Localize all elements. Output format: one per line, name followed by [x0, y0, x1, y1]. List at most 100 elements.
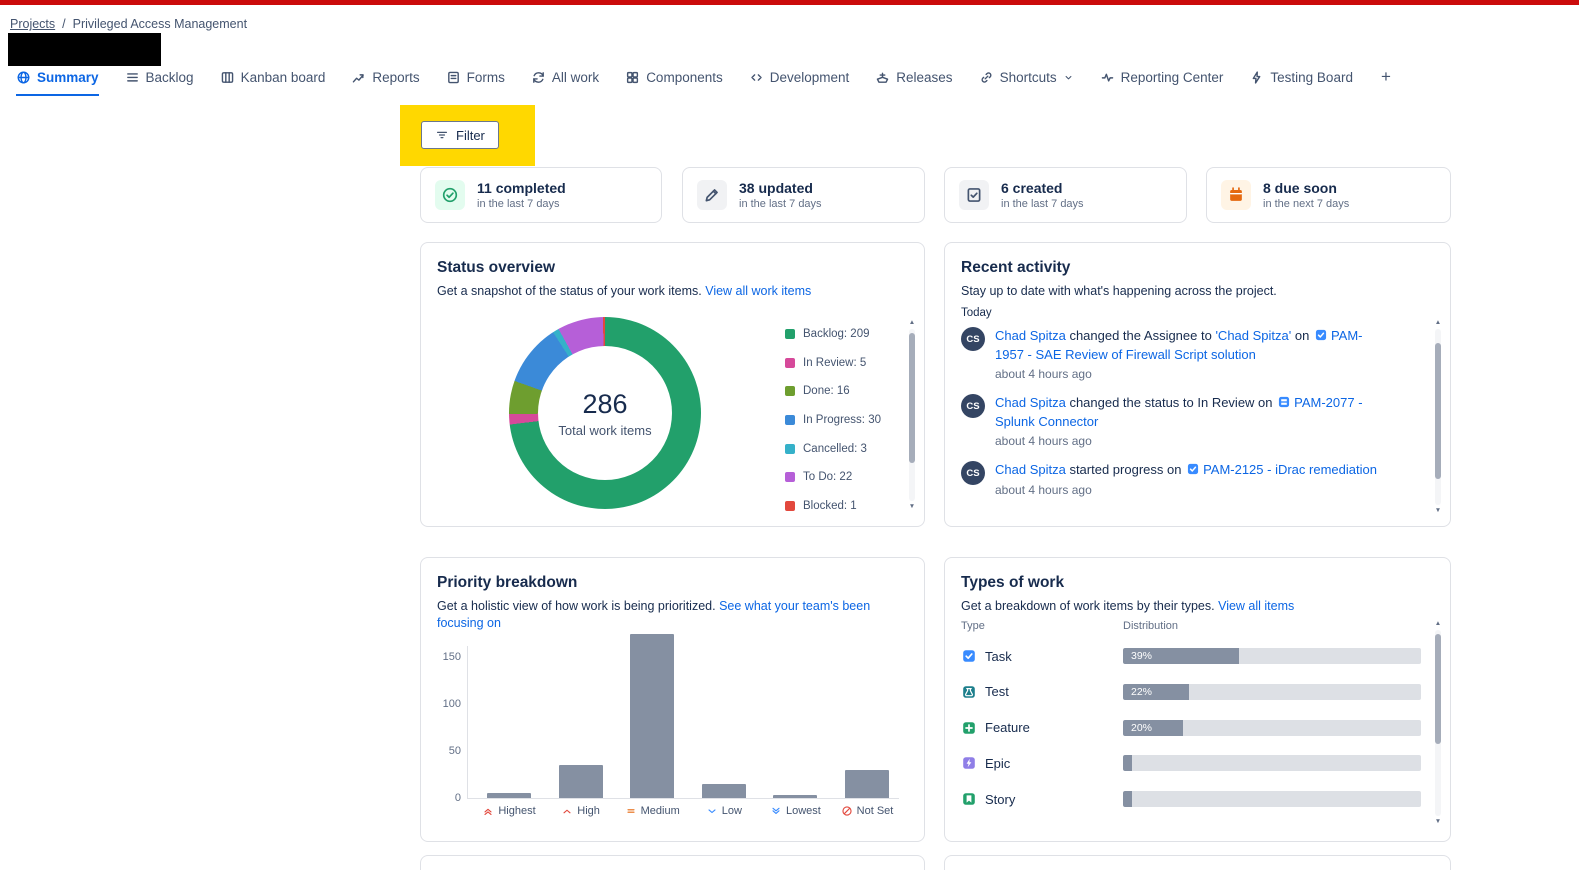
activity-link[interactable]: Chad Spitza	[995, 395, 1066, 410]
priority-breakdown-title: Priority breakdown	[437, 574, 578, 591]
recent-activity-subtitle: Stay up to date with what's happening ac…	[961, 284, 1277, 298]
activity-link[interactable]: PAM-2125 - iDrac remediation	[1203, 462, 1377, 477]
reports-icon	[351, 70, 366, 85]
feature-type-icon	[961, 720, 977, 736]
stat-card-8-due-soon[interactable]: 8 due soon in the next 7 days	[1206, 167, 1451, 223]
backlog-icon	[125, 70, 140, 85]
tab-reports[interactable]: Reports	[351, 66, 420, 96]
task-type-icon	[961, 648, 977, 664]
distribution-bar[interactable]: 22%	[1123, 683, 1421, 700]
partial-card-right	[944, 855, 1451, 870]
activity-timestamp: about 4 hours ago	[995, 482, 1092, 497]
epic-type-icon	[961, 755, 977, 771]
scroll-up-arrow[interactable]: ▲	[1434, 319, 1442, 326]
types-scrollbar[interactable]: ▲ ▼	[1432, 620, 1444, 826]
tab-reporting-center[interactable]: Reporting Center	[1100, 66, 1223, 96]
status-donut-chart[interactable]: 286 Total work items	[509, 317, 701, 509]
top-red-bar	[0, 0, 1579, 5]
code-icon	[749, 70, 764, 85]
avatar[interactable]: CS	[961, 461, 985, 485]
scrollbar-thumb[interactable]	[1435, 634, 1441, 744]
bar-high[interactable]	[558, 765, 603, 798]
distribution-bar[interactable]	[1123, 755, 1421, 772]
tab-shortcuts[interactable]: Shortcuts	[979, 66, 1074, 96]
distribution-percent: 22%	[1131, 685, 1153, 698]
activity-link[interactable]: 'Chad Spitza'	[1215, 328, 1292, 343]
type-label: Epic	[985, 755, 1011, 771]
tab-components[interactable]: Components	[625, 66, 723, 96]
team-focus-link[interactable]: See what your team's been focusing on	[437, 599, 871, 630]
stat-card-11-completed[interactable]: 11 completed in the last 7 days	[420, 167, 662, 223]
avatar[interactable]: CS	[961, 327, 985, 351]
scroll-down-arrow[interactable]: ▼	[1434, 507, 1442, 514]
task-icon	[1186, 462, 1200, 476]
legend-label: Done: 16	[803, 385, 850, 398]
breadcrumb: Projects / Privileged Access Management	[10, 17, 247, 31]
x-label-medium: Medium	[612, 805, 692, 817]
distribution-bar[interactable]	[1123, 791, 1421, 808]
legend-swatch	[785, 415, 795, 426]
check-circle-icon	[435, 180, 465, 210]
distribution-percent: 20%	[1131, 721, 1153, 734]
stat-card-38-updated[interactable]: 38 updated in the last 7 days	[682, 167, 925, 223]
tab-kanban-board[interactable]: Kanban board	[220, 66, 325, 96]
legend-label: In Progress: 30	[803, 414, 881, 427]
stat-subtitle: in the last 7 days	[477, 198, 560, 210]
scroll-up-arrow[interactable]: ▲	[1434, 620, 1442, 627]
types-of-work-subtitle: Get a breakdown of work items by their t…	[961, 599, 1295, 613]
add-tab-button[interactable]: +	[1380, 67, 1391, 86]
stat-title: 6 created	[1001, 180, 1063, 196]
tab-development[interactable]: Development	[749, 66, 849, 96]
distribution-bar[interactable]: 39%	[1123, 648, 1421, 664]
y-tick-label: 0	[454, 792, 461, 804]
tab-forms[interactable]: Forms	[446, 66, 505, 96]
tab-testing-board[interactable]: Testing Board	[1249, 66, 1353, 96]
activity-scrollbar[interactable]: ▲ ▼	[1432, 319, 1444, 515]
type-column-header: Type	[961, 620, 985, 632]
legend-item-backlog: Backlog: 209	[785, 325, 881, 343]
type-row-epic: Epic	[961, 753, 1421, 773]
bar-highest[interactable]	[487, 793, 531, 798]
status-legend: Backlog: 209 In Review: 5 Done: 16 In Pr…	[785, 325, 881, 526]
bar-lowest[interactable]	[773, 795, 818, 798]
tab-all-work[interactable]: All work	[531, 66, 599, 96]
legend-item-to-do: To Do: 22	[785, 468, 881, 486]
tab-backlog[interactable]: Backlog	[125, 66, 194, 96]
tab-summary[interactable]: Summary	[16, 66, 99, 96]
activity-link[interactable]: PAM-1957 - SAE Review of Firewall Script…	[995, 328, 1363, 362]
x-label-lowest: Lowest	[755, 805, 835, 817]
types-of-work-card: Types of work Get a breakdown of work it…	[944, 557, 1451, 842]
p-high-icon	[561, 805, 573, 817]
scroll-down-arrow[interactable]: ▼	[908, 503, 916, 510]
avatar[interactable]: CS	[961, 394, 985, 418]
pencil-icon	[697, 180, 727, 210]
scrollbar-thumb[interactable]	[909, 333, 915, 463]
activity-link[interactable]: Chad Spitza	[995, 328, 1066, 343]
bar-medium[interactable]	[630, 633, 675, 798]
bar-low[interactable]	[701, 783, 746, 798]
view-all-work-items-link[interactable]: View all work items	[705, 284, 812, 298]
filter-button[interactable]: Filter	[421, 121, 499, 149]
view-all-items-link[interactable]: View all items	[1218, 599, 1295, 613]
distribution-bar[interactable]: 20%	[1123, 719, 1421, 736]
legend-label: Backlog: 209	[803, 328, 870, 340]
stat-card-6-created[interactable]: 6 created in the last 7 days	[944, 167, 1187, 223]
breadcrumb-projects-link[interactable]: Projects	[10, 17, 56, 31]
legend-swatch	[785, 357, 795, 368]
scroll-up-arrow[interactable]: ▲	[908, 319, 916, 326]
bar-not-set[interactable]	[845, 769, 889, 798]
redacted-project-name	[8, 33, 161, 66]
y-tick-label: 150	[442, 651, 461, 663]
filter-button-label: Filter	[456, 127, 485, 143]
tab-releases[interactable]: Releases	[875, 66, 953, 96]
y-tick-label: 100	[442, 698, 461, 710]
activity-link[interactable]: Chad Spitza	[995, 462, 1066, 477]
activity-link[interactable]: PAM-2077 - Splunk Connector	[995, 395, 1363, 429]
priority-bar-chart[interactable]: 0 50 100 150 Highest High Medium Low Lowest Not S…	[421, 558, 924, 841]
status-legend-scrollbar[interactable]: ▲ ▼	[906, 319, 918, 511]
pulse-icon	[1100, 70, 1115, 85]
scroll-down-arrow[interactable]: ▼	[1434, 818, 1442, 825]
legend-swatch	[785, 472, 795, 483]
scrollbar-thumb[interactable]	[1435, 343, 1441, 479]
link-icon	[979, 70, 994, 85]
